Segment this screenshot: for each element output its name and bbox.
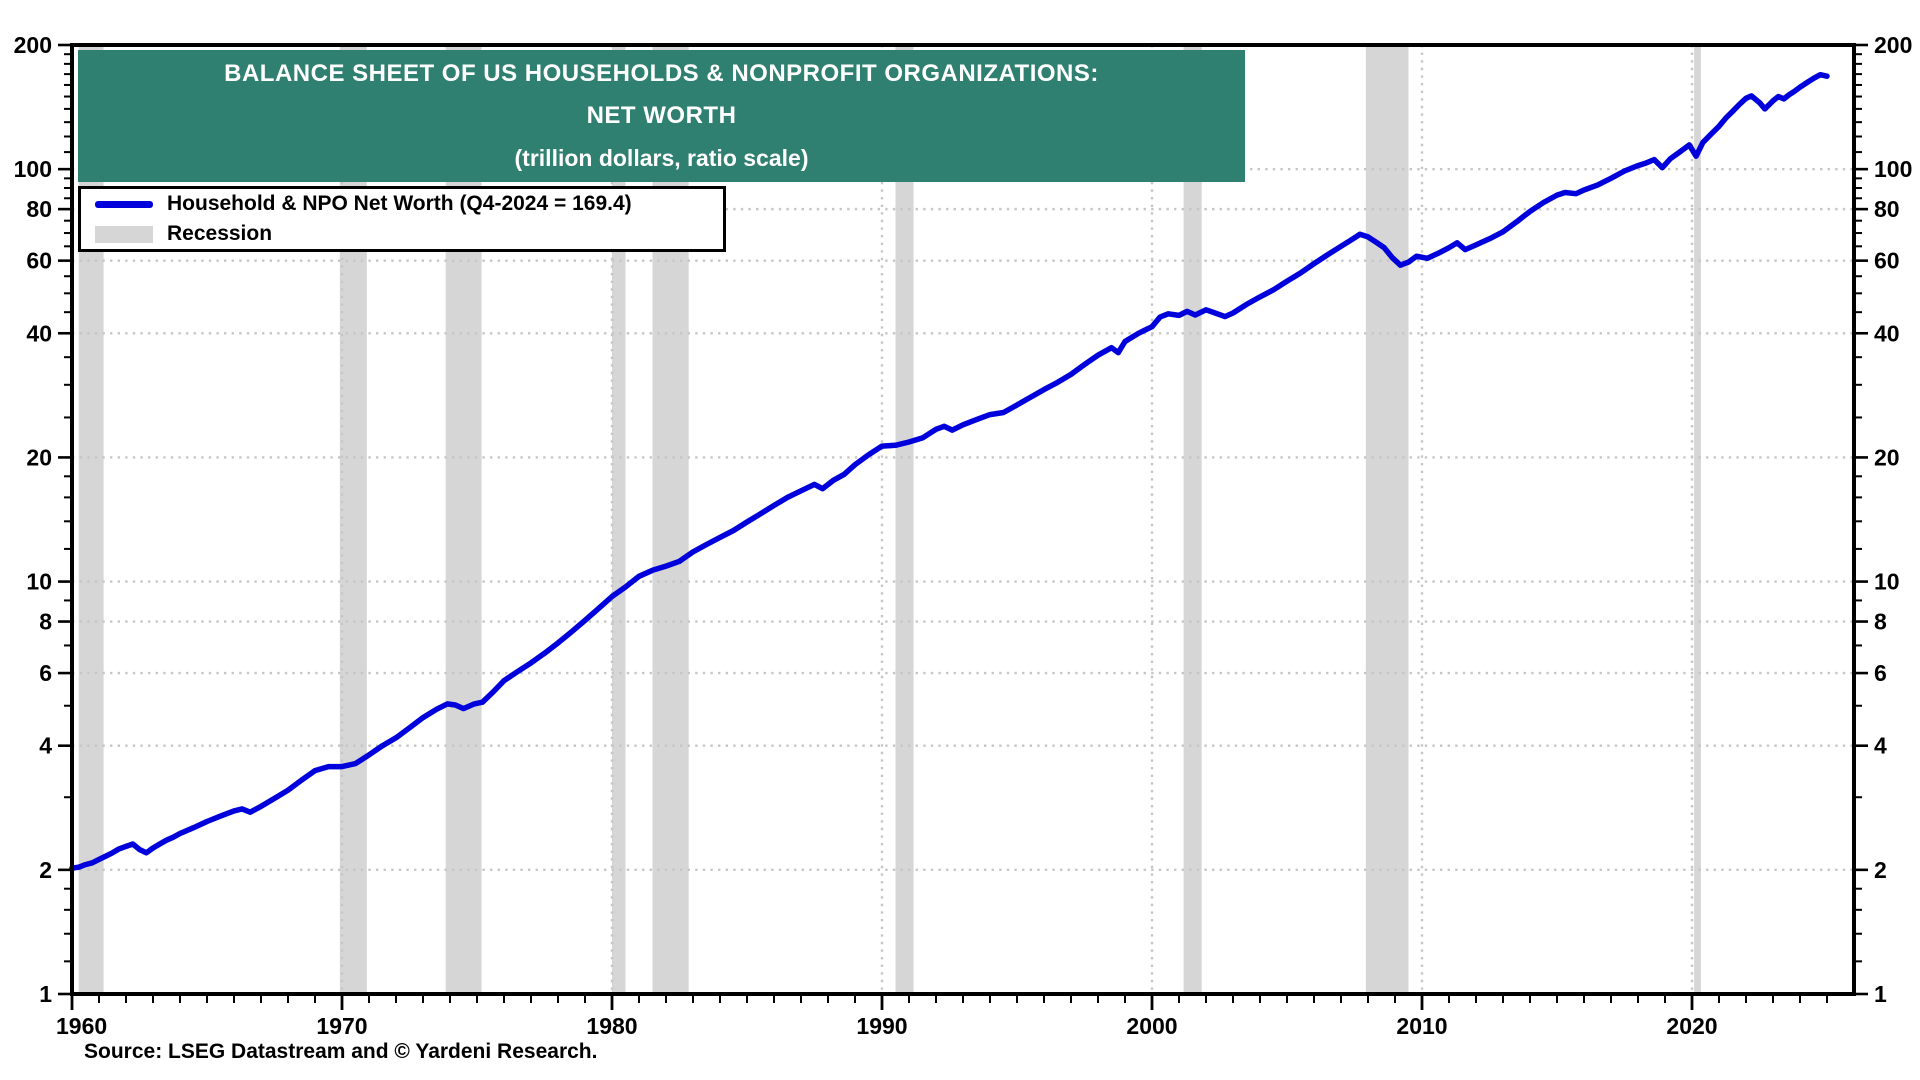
y-tick-label-right: 60 (1874, 248, 1900, 274)
recession-swatch (95, 225, 153, 243)
y-tick-label-left: 10 (26, 569, 52, 595)
y-tick-label-left: 4 (39, 733, 52, 759)
y-tick-label-left: 20 (26, 444, 52, 470)
y-tick-label-left: 40 (26, 320, 52, 346)
y-tick-label-left: 6 (39, 660, 52, 686)
recession-band (895, 45, 914, 994)
x-tick-label: 1990 (856, 1013, 907, 1039)
recession-band (1365, 45, 1409, 994)
x-tick-label: 1960 (56, 1013, 107, 1039)
recession-band (612, 45, 626, 994)
y-tick-label-right: 40 (1874, 320, 1900, 346)
chart-title-line3: (trillion dollars, ratio scale) (514, 145, 809, 171)
x-tick-label: 1980 (586, 1013, 637, 1039)
y-tick-label-left: 80 (26, 196, 52, 222)
chart-title-line2: NET WORTH (586, 102, 737, 129)
y-tick-label-right: 6 (1874, 660, 1887, 686)
x-tick-label: 2010 (1396, 1013, 1447, 1039)
recession-band (1694, 45, 1701, 994)
y-tick-label-left: 60 (26, 248, 52, 274)
y-tick-label-right: 100 (1874, 156, 1912, 182)
plot-frame (70, 43, 1856, 996)
legend-row-series: Household & NPO Net Worth (Q4-2024 = 169… (95, 191, 723, 217)
recession-legend-label: Recession (167, 222, 273, 245)
x-tick-label: 1970 (316, 1013, 367, 1039)
y-tick-label-right: 4 (1874, 733, 1887, 759)
chart-title-box: BALANCE SHEET OF US HOUSEHOLDS & NONPROF… (78, 50, 1245, 182)
y-tick-label-left: 2 (39, 857, 52, 883)
y-tick-label-left: 200 (14, 32, 52, 58)
net-worth-line (69, 71, 1830, 871)
series-line-swatch (95, 200, 153, 208)
y-tick-label-right: 8 (1874, 609, 1887, 635)
chart-title-line1: BALANCE SHEET OF US HOUSEHOLDS & NONPROF… (224, 60, 1099, 87)
x-tick-label: 2020 (1666, 1013, 1717, 1039)
y-tick-label-right: 20 (1874, 444, 1900, 470)
y-tick-label-right: 1 (1874, 981, 1887, 1007)
y-tick-label-left: 8 (39, 609, 52, 635)
source-note: Source: LSEG Datastream and © Yardeni Re… (84, 1040, 598, 1063)
y-tick-label-right: 10 (1874, 569, 1900, 595)
recession-band (1183, 45, 1202, 994)
y-tick-label-right: 80 (1874, 196, 1900, 222)
y-tick-label-left: 1 (39, 981, 52, 1007)
y-tick-label-left: 100 (14, 156, 52, 182)
x-tick-label: 2000 (1126, 1013, 1177, 1039)
y-tick-label-right: 2 (1874, 857, 1887, 883)
y-tick-label-right: 200 (1874, 32, 1912, 58)
legend-row-recession: Recession (95, 221, 723, 247)
legend-box: Household & NPO Net Worth (Q4-2024 = 169… (78, 186, 726, 252)
series-legend-label: Household & NPO Net Worth (Q4-2024 = 169… (167, 192, 632, 215)
